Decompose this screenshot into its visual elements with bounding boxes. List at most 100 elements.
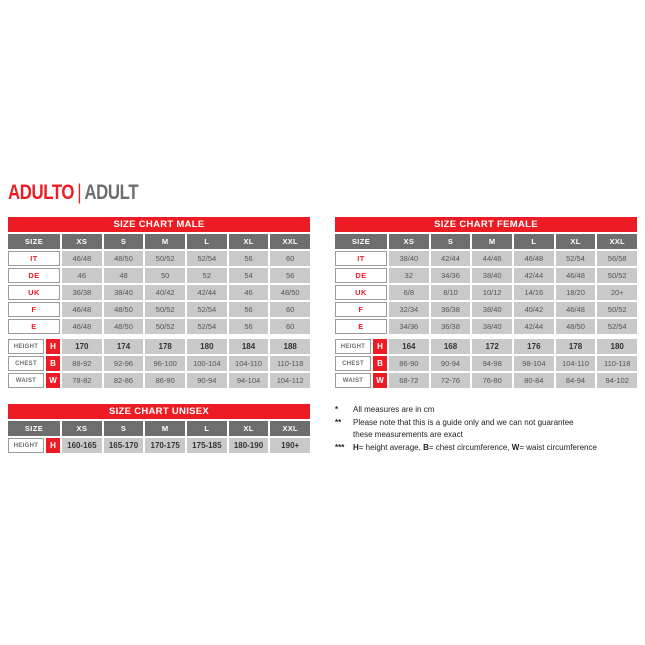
size-value-cell: 34/36	[389, 319, 429, 334]
footnote-line: * All measures are in cm	[335, 404, 640, 417]
cell-group: 86-90 90-94 94-98 98-104 104-110 110-118	[389, 356, 638, 371]
column-header-cell: XXL	[270, 234, 311, 249]
measurement-row: WAIST W 68-72 72-76 76-80 80-84 84-94 94-102	[335, 373, 638, 388]
footnote-marker: **	[335, 417, 342, 427]
footnote-line: ** Please note that this is a guide only …	[335, 417, 640, 430]
measurement-label-group: CHEST B	[8, 356, 60, 371]
row-label-cell: DE	[335, 268, 387, 283]
cell-group: 36/38 38/40 40/42 42/44 46 48/50	[62, 285, 311, 300]
size-value-cell: 48/50	[270, 285, 311, 300]
column-header-cell: XS	[389, 234, 429, 249]
column-header-cell: XL	[555, 234, 596, 249]
size-value-cell: 34/36	[430, 268, 471, 283]
size-value-cell: 52/54	[187, 302, 227, 317]
size-value-cell: 36/38	[430, 302, 471, 317]
row-label-cell: E	[8, 319, 60, 334]
row-label-cell: DE	[8, 268, 60, 283]
cell-group: XS S M L XL XXL	[62, 421, 311, 436]
size-value-cell: 56	[270, 268, 311, 283]
measurement-value-cell: 72-76	[430, 373, 471, 388]
size-value-cell: 42/44	[514, 319, 554, 334]
size-value-cell: 42/44	[514, 268, 554, 283]
size-value-cell: 46/48	[62, 319, 102, 334]
measurement-badge: B	[46, 356, 60, 371]
chart-banner-female: SIZE CHART FEMALE	[335, 217, 637, 232]
measurement-name: HEIGHT	[8, 339, 44, 354]
measurement-value-cell: 94-102	[597, 373, 638, 388]
size-value-cell: 60	[270, 319, 311, 334]
size-value-cell: 52/54	[555, 251, 596, 266]
size-value-cell: 6/8	[389, 285, 429, 300]
measurement-badge: H	[46, 339, 60, 354]
table-row: F 46/48 48/50 50/52 52/54 56 60	[8, 302, 311, 317]
measurement-value-cell: 104-112	[270, 373, 311, 388]
measurement-name: WAIST	[8, 373, 44, 388]
size-value-cell: 14/16	[514, 285, 554, 300]
size-value-cell: 38/40	[472, 268, 513, 283]
size-value-cell: 38/40	[103, 285, 144, 300]
table-header-row: SIZE XS S M L XL XXL	[335, 234, 638, 249]
measurement-value-cell: 160-165	[62, 438, 102, 453]
footnote-continuation: these measurements are exact	[353, 430, 463, 439]
cell-group: XS S M L XL XXL	[389, 234, 638, 249]
column-header-cell: L	[514, 234, 554, 249]
measurement-value-cell: 180	[597, 339, 638, 354]
measurement-value-cell: 188	[270, 339, 311, 354]
measurement-value-cell: 84-94	[555, 373, 596, 388]
row-label-cell: F	[8, 302, 60, 317]
column-header-cell: XL	[228, 421, 269, 436]
measurement-value-cell: 180	[187, 339, 227, 354]
column-header-cell: S	[430, 234, 471, 249]
table-row: DE 32 34/36 38/40 42/44 46/48 50/52	[335, 268, 638, 283]
measurement-value-cell: 100-104	[187, 356, 227, 371]
size-value-cell: 48	[103, 268, 144, 283]
table-row: DE 46 48 50 52 54 56	[8, 268, 311, 283]
measurement-label-cell: HEIGHT H	[335, 339, 387, 354]
measurement-value-cell: 78-82	[62, 373, 102, 388]
measurement-name: CHEST	[8, 356, 44, 371]
footnote-marker: ***	[335, 442, 345, 452]
column-header-cell: M	[472, 234, 513, 249]
measurement-badge: B	[373, 356, 387, 371]
table-header-row: SIZE XS S M L XL XXL	[8, 421, 311, 436]
size-value-cell: 42/44	[430, 251, 471, 266]
measurement-value-cell: 164	[389, 339, 429, 354]
measurement-value-cell: 104-110	[228, 356, 269, 371]
cell-group: 46/48 48/50 50/52 52/54 56 60	[62, 319, 311, 334]
size-value-cell: 32	[389, 268, 429, 283]
measurement-name: HEIGHT	[335, 339, 371, 354]
footnote-marker: *	[335, 405, 339, 414]
header-label-cell: SIZE	[335, 234, 387, 249]
size-value-cell: 56/58	[597, 251, 638, 266]
chart-body-male: SIZE XS S M L XL XXL IT 46/48 48/50 50/52 52/54 56 60…	[8, 234, 311, 388]
size-value-cell: 38/40	[389, 251, 429, 266]
cell-group: 32/34 36/38 38/40 40/42 46/48 50/52	[389, 302, 638, 317]
size-value-cell: 48/50	[103, 251, 144, 266]
page-title-primary: ADULTO	[8, 181, 75, 204]
measurement-value-cell: 104-110	[555, 356, 596, 371]
footnotes: * All measures are in cm ** Please note tha…	[335, 404, 640, 454]
size-value-cell: 50/52	[145, 319, 186, 334]
cell-group: 88-92 92-96 96-100 100-104 104-110 110-118	[62, 356, 311, 371]
country-label: E	[335, 319, 387, 334]
measurement-value-cell: 80-84	[514, 373, 554, 388]
measurement-label-group: CHEST B	[335, 356, 387, 371]
size-value-cell: 36/38	[430, 319, 471, 334]
chart-banner-unisex: SIZE CHART UNISEX	[8, 404, 310, 419]
cell-group: 68-72 72-76 76-80 80-84 84-94 94-102	[389, 373, 638, 388]
size-header-label: SIZE	[8, 234, 60, 249]
size-value-cell: 18/20	[555, 285, 596, 300]
table-row: IT 46/48 48/50 50/52 52/54 56 60	[8, 251, 311, 266]
column-header-cell: S	[103, 421, 144, 436]
measurement-label-cell: HEIGHT H	[8, 438, 60, 453]
measurement-label-group: HEIGHT H	[335, 339, 387, 354]
measurement-badge: H	[46, 438, 60, 453]
measurement-name: HEIGHT	[8, 438, 44, 453]
measurement-value-cell: 90-94	[430, 356, 471, 371]
measurement-value-cell: 92-96	[103, 356, 144, 371]
measurement-value-cell: 110-118	[270, 356, 311, 371]
measurement-value-cell: 90-94	[187, 373, 227, 388]
measurement-value-cell: 168	[430, 339, 471, 354]
country-label: UK	[8, 285, 60, 300]
cell-group: 6/8 8/10 10/12 14/16 18/20 20+	[389, 285, 638, 300]
